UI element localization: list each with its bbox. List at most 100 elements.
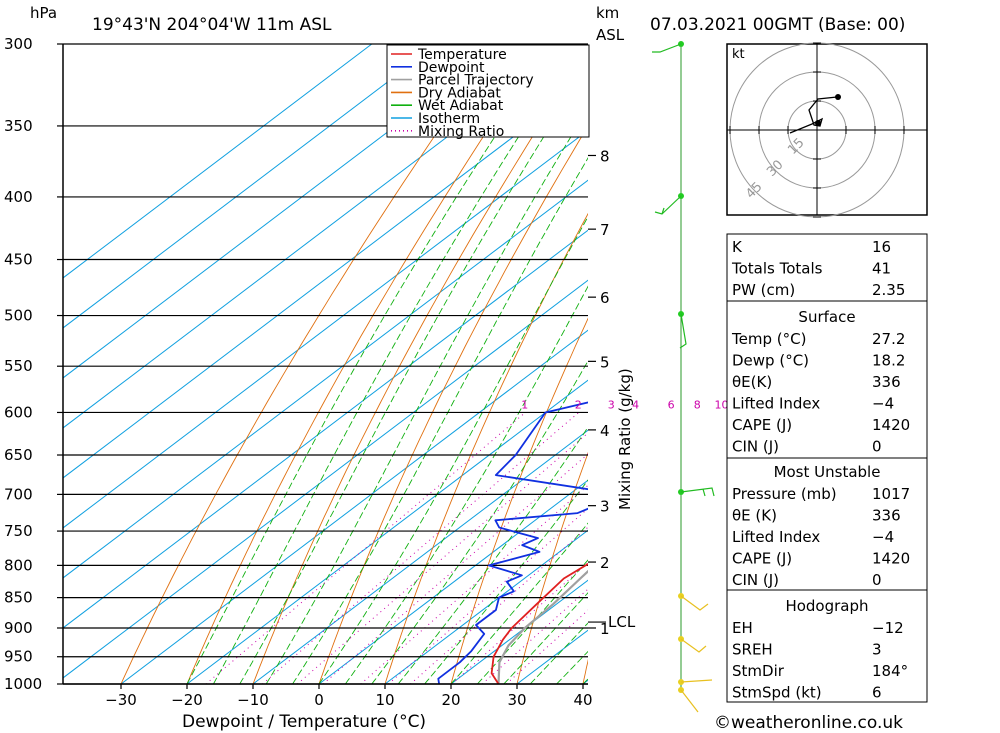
wet-adiabat-line [424, 479, 588, 684]
wet-adiabat-line [213, 44, 580, 684]
surface-row-value: 0 [872, 438, 882, 456]
mixing-ratio-tick-label: 3 [608, 398, 615, 411]
mixing-ratio-tick-label: 10 [715, 398, 729, 411]
pressure-tick-label: 800 [4, 556, 33, 574]
surface-row-value: 18.2 [872, 352, 905, 370]
pressure-tick-label: 450 [4, 251, 33, 269]
date-title: 07.03.2021 00GMT (Base: 00) [650, 15, 905, 35]
x-tick-label: 40 [573, 691, 592, 709]
pressure-tick-label: 550 [4, 357, 33, 375]
pressure-tick-label: 850 [4, 589, 33, 607]
km-tick-label: 6 [600, 289, 610, 307]
most-unstable-row-value: 0 [872, 571, 882, 589]
copyright: ©weatheronline.co.uk [714, 713, 903, 733]
most-unstable-row-label: Pressure (mb) [732, 485, 837, 503]
hodograph-row-label: SREH [732, 641, 773, 659]
hodograph-title: Hodograph [785, 597, 868, 615]
mixing-ratio-tick-label: 4 [632, 398, 639, 411]
isotherm-line [63, 79, 588, 479]
hodograph-row-value: 3 [872, 641, 882, 659]
dry-adiabat-line [979, 44, 1000, 684]
hodograph-row-label: StmDir [732, 662, 785, 680]
x-axis-label: Dewpoint / Temperature (°C) [182, 712, 426, 732]
pressure-tick-label: 300 [4, 35, 33, 53]
pressure-tick-label: 950 [4, 648, 33, 666]
x-tick-label: 10 [375, 691, 394, 709]
pressure-tick-label: 1000 [4, 675, 42, 693]
general-row-value: 2.35 [872, 281, 905, 299]
legend-label: Isotherm [418, 111, 480, 127]
plot-area [63, 44, 588, 684]
surface-row-label: CAPE (J) [732, 416, 792, 434]
km-tick-label: 3 [600, 498, 610, 516]
most-unstable-row-value: 336 [872, 507, 901, 525]
km-tick-label: 8 [600, 147, 610, 165]
general-row-label: Totals Totals [731, 260, 823, 278]
most-unstable-row-value: 1420 [872, 550, 910, 568]
general-row-label: K [732, 238, 743, 256]
surface-row-label: θE(K) [732, 373, 772, 391]
hodograph-row-value: 184° [872, 662, 908, 680]
asl-label: ASL [596, 26, 625, 44]
mixing-ratio-axis-label: Mixing Ratio (g/kg) [616, 368, 634, 510]
legend-label: Parcel Trajectory [418, 73, 534, 89]
pressure-tick-label: 500 [4, 307, 33, 325]
surface-row-value: −4 [872, 395, 894, 413]
wet-adiabat-line [371, 360, 588, 684]
plot-frame [62, 44, 588, 685]
pressure-axis: 300 350 400 450 500 550 600 650 700 750 800 850 900 9… [4, 35, 63, 693]
hpa-label: hPa [30, 4, 57, 22]
hodograph-row-label: EH [732, 619, 753, 637]
dewpoint-line [437, 401, 588, 684]
general-row-label: PW (cm) [732, 281, 795, 299]
isotherm-line [63, 129, 588, 529]
pressure-tick-label: 750 [4, 522, 33, 540]
surface-row-label: Lifted Index [732, 395, 820, 413]
x-tick-label: −20 [171, 691, 203, 709]
surface-row-value: 336 [872, 373, 901, 391]
most-unstable-row-label: CIN (J) [732, 571, 779, 589]
mixing-ratio-tick-label: 6 [668, 398, 675, 411]
mixing-ratio-line [388, 507, 588, 684]
most-unstable-row-value: −4 [872, 528, 894, 546]
hodograph-unit: kt [732, 47, 745, 62]
surface-row-value: 1420 [872, 416, 910, 434]
surface-row-value: 27.2 [872, 330, 905, 348]
sounding-profiles [437, 401, 588, 684]
isotherm-line [63, 279, 588, 679]
legend-label: Mixing Ratio [418, 124, 504, 140]
temperature-axis: −30 −20 −10 0 10 20 30 40 [105, 684, 593, 709]
isotherm-line [120, 329, 588, 684]
km-label: km [596, 4, 619, 22]
pressure-tick-label: 350 [4, 117, 33, 135]
legend-label: Wet Adiabat [418, 98, 504, 114]
km-tick-label: 5 [600, 353, 610, 371]
general-row-value: 16 [872, 238, 891, 256]
most-unstable-row-label: CAPE (J) [732, 550, 792, 568]
km-tick-label: 4 [600, 422, 610, 440]
isobars [63, 43, 588, 685]
isotherm-line [63, 44, 571, 429]
isotherm-line [384, 529, 588, 684]
hodograph-row-label: StmSpd (kt) [732, 684, 822, 702]
lcl-label: LCL [608, 613, 636, 631]
mixing-ratio-line [451, 561, 588, 684]
pressure-tick-label: 650 [4, 446, 33, 464]
x-tick-label: 30 [507, 691, 526, 709]
isotherm-line [318, 479, 588, 684]
surface-title: Surface [798, 308, 855, 326]
pressure-tick-label: 900 [4, 619, 33, 637]
surface-row-label: CIN (J) [732, 438, 779, 456]
x-tick-label: −30 [105, 691, 137, 709]
wet-adiabat-line [186, 44, 557, 684]
mixing-ratio-line [262, 412, 580, 684]
x-tick-label: 20 [441, 691, 460, 709]
legend-label: Dewpoint [418, 60, 485, 76]
mixing-ratio-line [410, 526, 588, 684]
x-tick-label: 0 [314, 691, 324, 709]
isotherm-line [63, 44, 505, 379]
most-unstable-title: Most Unstable [774, 463, 881, 481]
hodograph-row-value: −12 [872, 619, 904, 637]
